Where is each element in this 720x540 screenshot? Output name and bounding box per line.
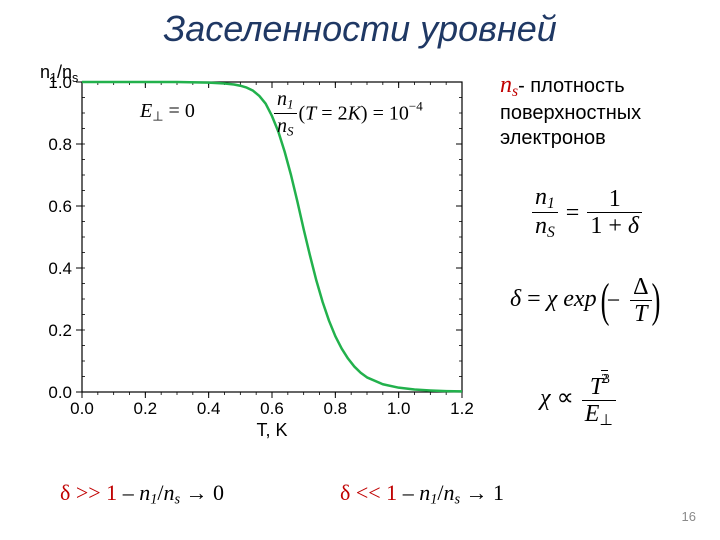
svg-text:0.4: 0.4 — [197, 399, 221, 418]
chart-container: 0.00.20.40.60.81.01.20.00.20.40.60.81.0T… — [20, 60, 480, 440]
svg-text:0.2: 0.2 — [48, 321, 72, 340]
page-title: Заселенности уровней — [0, 8, 720, 50]
in-chart-eq-left: E⊥ = 0 — [140, 100, 195, 124]
ns-symbol: n — [500, 72, 512, 98]
svg-text:1.2: 1.2 — [450, 399, 474, 418]
svg-text:0.6: 0.6 — [260, 399, 284, 418]
limit-small-delta: δ << 1 – n1/ns → 1 — [340, 480, 504, 509]
limit-large-delta: δ >> 1 – n1/ns → 0 — [60, 480, 224, 505]
limits-line: δ >> 1 – n1/ns → 0 δ << 1 – n1/ns → 1 — [60, 480, 700, 509]
equation-delta: δ = χ exp ( − Δ T ) — [510, 275, 658, 326]
svg-text:T, K: T, K — [256, 420, 287, 440]
svg-text:1.0: 1.0 — [387, 399, 411, 418]
equation-ratio: n1 nS = 1 1 + δ — [530, 185, 644, 241]
svg-text:n1/ns: n1/ns — [40, 62, 78, 85]
svg-text:0.0: 0.0 — [48, 383, 72, 402]
in-chart-eq-right: n1nS(T = 2K) = 10−4 — [272, 88, 423, 140]
svg-text:0.8: 0.8 — [48, 135, 72, 154]
ns-text: - плотность поверхностных электронов — [500, 75, 641, 149]
equation-chi: χ ∝ T32 E⊥ — [540, 370, 618, 429]
ns-definition: ns- плотность поверхностных электронов — [500, 70, 700, 151]
svg-text:0.4: 0.4 — [48, 259, 72, 278]
page-number: 16 — [682, 509, 696, 524]
svg-text:0.8: 0.8 — [324, 399, 348, 418]
svg-text:0.0: 0.0 — [70, 399, 94, 418]
svg-text:0.6: 0.6 — [48, 197, 72, 216]
svg-text:0.2: 0.2 — [134, 399, 158, 418]
